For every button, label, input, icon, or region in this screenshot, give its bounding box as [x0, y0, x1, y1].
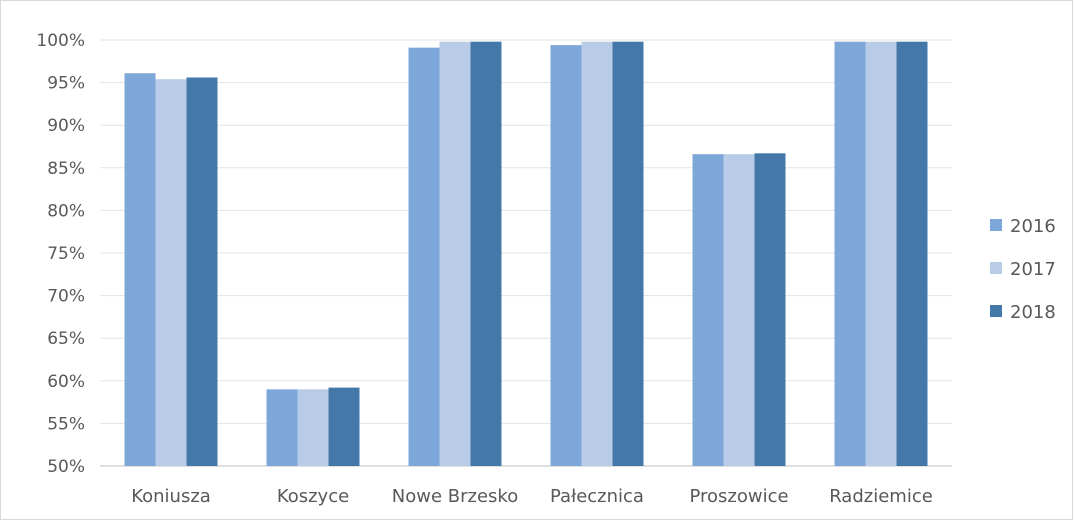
bar-2016-nowe-brzesko — [408, 47, 440, 466]
bar-2017-nowe-brzesko — [439, 41, 471, 466]
legend-swatch-2017 — [990, 262, 1002, 274]
y-tick-label: 50% — [47, 457, 85, 477]
x-category-label: Koniusza — [131, 486, 211, 507]
y-axis: 50% 55% 60% 65% 70% 75% 80% 85% 90% 95% 100% — [36, 31, 85, 477]
x-category-label: Koszyce — [277, 486, 349, 507]
bar-2017-koniusza — [155, 79, 187, 466]
x-category-label: Nowe Brzesko — [392, 486, 518, 507]
bar-2018-proszowice — [754, 153, 786, 467]
x-category-label: Pałecznica — [550, 486, 644, 507]
legend: 2016 2017 2018 — [990, 216, 1056, 323]
x-category-label: Radziemice — [829, 486, 933, 507]
bar-2016-proszowice — [692, 154, 724, 466]
legend-swatch-2018 — [990, 305, 1002, 317]
x-axis: Koniusza Koszyce Nowe Brzesko Pałecznica Pro… — [131, 486, 933, 507]
bars — [124, 41, 928, 467]
x-category-label: Proszowice — [689, 486, 788, 507]
bar-2018-radziemice — [896, 41, 928, 466]
bar-2018-pałecznica — [612, 41, 644, 466]
bar-2018-nowe-brzesko — [470, 41, 502, 466]
bar-2017-radziemice — [865, 41, 897, 466]
legend-label-2017: 2017 — [1010, 259, 1056, 280]
gridlines — [100, 39, 952, 467]
y-tick-label: 55% — [47, 414, 85, 434]
y-tick-label: 95% — [47, 74, 85, 94]
y-tick-label: 60% — [47, 372, 85, 392]
legend-label-2016: 2016 — [1010, 216, 1056, 237]
bar-2017-koszyce — [297, 389, 329, 466]
y-tick-label: 65% — [47, 329, 85, 349]
legend-label-2018: 2018 — [1010, 302, 1056, 323]
bar-2016-radziemice — [834, 41, 866, 466]
bar-2016-pałecznica — [550, 45, 582, 466]
y-tick-label: 85% — [47, 159, 85, 179]
bar-2018-koszyce — [328, 387, 360, 466]
y-tick-label: 70% — [47, 287, 85, 307]
bar-2017-pałecznica — [581, 41, 613, 466]
y-tick-label: 90% — [47, 116, 85, 136]
y-tick-label: 80% — [47, 201, 85, 221]
legend-swatch-2016 — [990, 219, 1002, 231]
bar-2016-koniusza — [124, 73, 156, 466]
bar-2018-koniusza — [186, 77, 218, 466]
bar-2017-proszowice — [723, 154, 755, 466]
y-tick-label: 100% — [36, 31, 85, 51]
bar-2016-koszyce — [266, 389, 298, 466]
y-tick-label: 75% — [47, 244, 85, 264]
